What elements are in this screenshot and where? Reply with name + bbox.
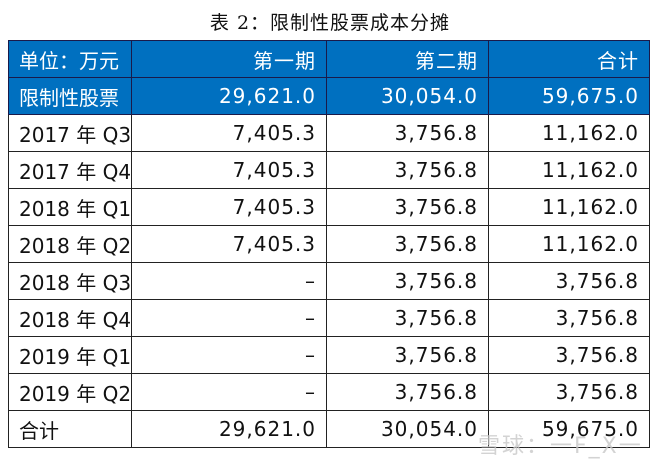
value-cell: 3,756.8 [488,336,650,374]
value-cell: 3,756.8 [326,373,489,411]
row-label-cell: 2018 年 Q4 [8,299,132,337]
value-cell: 59,675.0 [488,410,650,448]
value-cell: 11,162.0 [488,114,650,152]
value-cell: 第一期 [131,40,327,78]
value-cell: 3,756.8 [488,373,650,411]
table-row: 限制性股票 29,621.0 30,054.0 59,675.0 [8,77,650,115]
table-row: 2017 年 Q4 7,405.3 3,756.8 11,162.0 [8,151,650,189]
header-row: 单位：万元 第一期 第二期 合计 [8,40,650,78]
caption-text: 表 2：限制性股票成本分摊 [209,12,451,34]
row-label-cell: 合计 [8,410,132,448]
value-cell: 11,162.0 [488,188,650,226]
table-row: 2018 年 Q1 7,405.3 3,756.8 11,162.0 [8,188,650,226]
value-cell: 11,162.0 [488,151,650,189]
value-cell: 30,054.0 [326,77,489,115]
table-row: 2017 年 Q3 7,405.3 3,756.8 11,162.0 [8,114,650,152]
table-row: 2018 年 Q3–3,756.8 3,756.8 [8,262,650,300]
value-cell: 7,405.3 [131,114,327,152]
value-cell: 29,621.0 [131,77,327,115]
value-cell: 合计 [488,40,650,78]
row-label-cell: 2018 年 Q1 [8,188,132,226]
value-cell: 3,756.8 [326,262,489,300]
row-label-cell: 2017 年 Q3 [8,114,132,152]
row-label-cell: 2018 年 Q3 [8,262,132,300]
value-cell: 3,756.8 [488,262,650,300]
value-cell: – [131,373,327,411]
watermark: 雪球：一F_X一 [478,434,643,459]
value-cell: 11,162.0 [488,225,650,263]
row-label-cell: 限制性股票 [8,77,132,115]
row-label-cell: 2018 年 Q2 [8,225,132,263]
table-row: 2019 年 Q2–3,756.8 3,756.8 [8,373,650,411]
value-cell: 7,405.3 [131,188,327,226]
table-row: 2019 年 Q1–3,756.8 3,756.8 [8,336,650,374]
value-cell: 7,405.3 [131,225,327,263]
table-row: 2018 年 Q4–3,756.8 3,756.8 [8,299,650,337]
value-cell: 3,756.8 [326,151,489,189]
value-cell: 7,405.3 [131,151,327,189]
value-cell: 3,756.8 [326,225,489,263]
value-cell: 3,756.8 [326,188,489,226]
value-cell: – [131,299,327,337]
row-label-cell: 单位：万元 [8,40,132,78]
value-cell: 3,756.8 [326,299,489,337]
table-caption: 表 2：限制性股票成本分摊 [0,8,660,35]
value-cell: – [131,262,327,300]
value-cell: – [131,336,327,374]
value-cell: 3,756.8 [326,114,489,152]
value-cell: 30,054.0 [326,410,489,448]
value-cell: 3,756.8 [488,299,650,337]
row-label-cell: 2017 年 Q4 [8,151,132,189]
cost-allocation-table: 单位：万元 第一期 第二期 合计 限制性股票 29,621.0 30,054.0 59,675… [8,40,650,448]
value-cell: 第二期 [326,40,489,78]
value-cell: 3,756.8 [326,336,489,374]
value-cell: 59,675.0 [488,77,650,115]
total-row: 合计 29,621.0 30,054.0 59,675.0 [8,410,650,448]
row-label-cell: 2019 年 Q1 [8,336,132,374]
table-row: 2018 年 Q2 7,405.3 3,756.8 11,162.0 [8,225,650,263]
row-label-cell: 2019 年 Q2 [8,373,132,411]
value-cell: 29,621.0 [131,410,327,448]
